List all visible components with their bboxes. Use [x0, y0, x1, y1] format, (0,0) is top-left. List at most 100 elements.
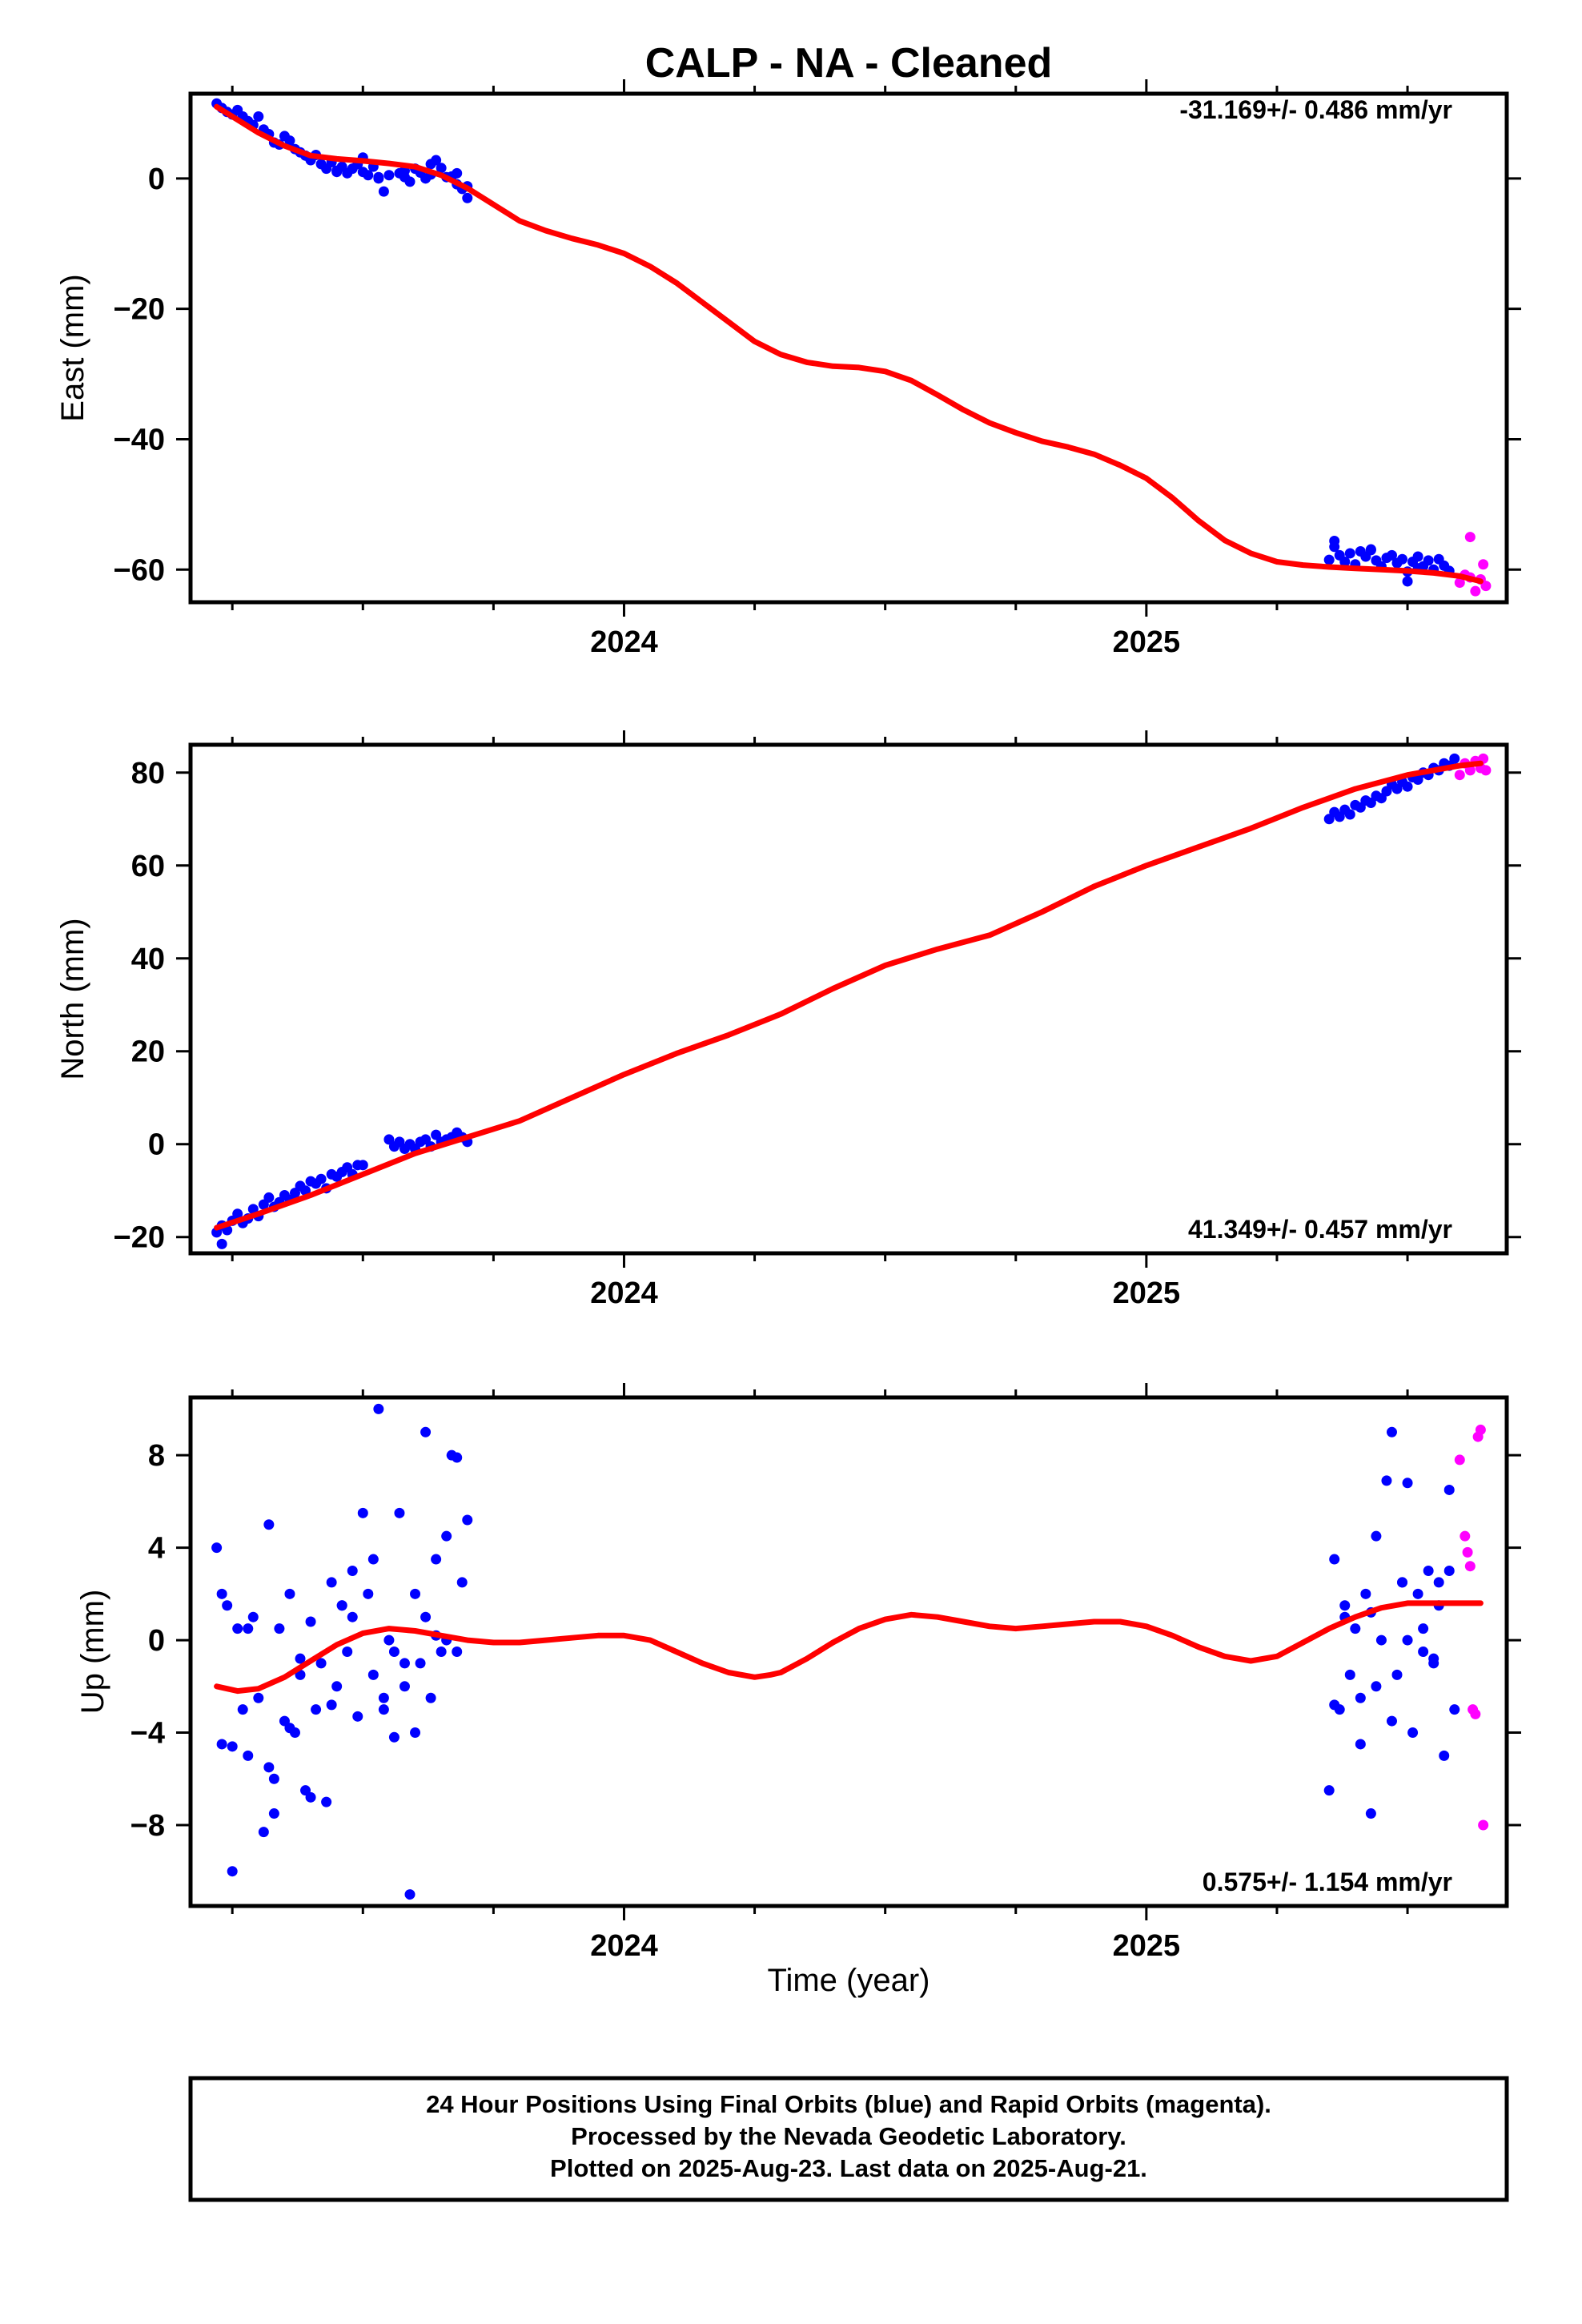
final-orbit-point [258, 1827, 269, 1838]
rapid-orbit-point [1478, 559, 1489, 570]
final-orbit-point [462, 1514, 473, 1526]
rapid-orbit-point [1454, 1454, 1465, 1466]
final-orbit-point [1339, 1600, 1351, 1611]
final-orbit-point [399, 1658, 410, 1669]
x-tick-label: 2024 [590, 1929, 658, 1963]
final-orbit-point [425, 159, 436, 170]
y-tick-label: 40 [131, 943, 165, 976]
y-tick-label: −4 [130, 1717, 165, 1751]
final-orbit-point [410, 1727, 421, 1739]
final-orbit-point [1402, 1634, 1413, 1646]
final-orbit-point [363, 1588, 374, 1599]
final-orbit-point [431, 1554, 442, 1565]
final-orbit-point [367, 1554, 379, 1565]
footer-line-3: Plotted on 2025-Aug-23. Last data on 202… [550, 2154, 1147, 2182]
plot-area [211, 1403, 1489, 1900]
final-orbit-point [216, 1739, 227, 1750]
x-tick-label: 2024 [590, 625, 658, 659]
final-orbit-point [1386, 1715, 1397, 1727]
final-orbit-point [253, 1692, 264, 1703]
final-orbit-point [305, 1616, 316, 1627]
y-tick-label: 80 [131, 757, 165, 790]
final-orbit-point [1371, 1530, 1382, 1542]
final-orbit-point [1443, 1565, 1455, 1576]
final-orbit-point [311, 1704, 322, 1715]
final-orbit-point [1412, 1588, 1423, 1599]
final-orbit-point [243, 1750, 254, 1761]
final-orbit-point [1439, 1750, 1450, 1761]
y-axis-label: North (mm) [55, 918, 90, 1080]
final-orbit-point [1423, 555, 1434, 566]
final-orbit-point [383, 1634, 395, 1646]
final-orbit-point [295, 1653, 306, 1664]
final-orbit-point [232, 1208, 243, 1220]
final-orbit-point [404, 1889, 416, 1900]
final-orbit-point [1391, 1669, 1403, 1680]
footer-border [188, 2076, 1509, 2202]
final-orbit-point [1407, 1727, 1419, 1739]
plot-frame [188, 91, 1509, 605]
rapid-orbit-point [1464, 532, 1476, 543]
y-tick-label: −8 [130, 1809, 165, 1843]
model-fit-line [214, 1600, 1484, 1695]
final-orbit-point [383, 170, 395, 181]
final-orbit-point [1402, 1478, 1413, 1489]
final-orbit-point [253, 111, 264, 122]
plot-frame [188, 1395, 1509, 1908]
footer-line-2: Processed by the Nevada Geodetic Laborat… [571, 2122, 1126, 2150]
final-orbit-point [1355, 1739, 1366, 1750]
y-tick-label: 4 [148, 1532, 165, 1566]
final-orbit-point [373, 173, 384, 184]
final-orbit-point [456, 1577, 468, 1588]
final-orbit-point [1397, 1577, 1408, 1588]
plot-area [211, 98, 1492, 597]
final-orbit-point [1365, 544, 1376, 555]
x-axis-label: Time (year) [768, 1963, 930, 1998]
rapid-orbit-point [1480, 581, 1492, 592]
final-orbit-point [1418, 1647, 1429, 1657]
final-orbit-point [1355, 1692, 1366, 1703]
final-orbit-point [1386, 1426, 1397, 1437]
final-orbit-point [378, 186, 389, 197]
rate-annotation: 0.575+/- 1.154 mm/yr [1203, 1868, 1452, 1896]
final-orbit-point [1433, 1577, 1444, 1588]
final-orbit-point [227, 1866, 238, 1877]
final-orbit-point [274, 1623, 285, 1634]
final-orbit-point [216, 1238, 227, 1249]
east-panel: 0 −20 −40 −60 2024 2025 East (mm) -31.169+/- 0.… [55, 79, 1521, 659]
final-orbit-point [436, 1647, 447, 1657]
y-tick-label: 0 [148, 163, 165, 196]
final-orbit-point [1339, 557, 1351, 568]
final-orbit-point [211, 1542, 223, 1554]
final-orbit-point [1360, 1588, 1371, 1599]
rapid-orbit-point [1478, 1819, 1489, 1831]
final-orbit-point [452, 1452, 463, 1463]
final-orbit-point [326, 1577, 337, 1588]
final-orbit-point [1412, 551, 1423, 562]
final-orbit-point [321, 1796, 332, 1807]
final-orbit-point [342, 1647, 353, 1657]
rapid-orbit-point [1464, 765, 1476, 776]
final-orbit-point [1443, 1484, 1455, 1495]
y-tick-label: −60 [114, 553, 165, 587]
final-orbit-point [441, 1530, 452, 1542]
final-orbit-point [1329, 1699, 1340, 1711]
final-orbit-point [268, 1773, 279, 1784]
plot-area [211, 753, 1492, 1249]
final-orbit-point [1371, 1681, 1382, 1692]
final-orbit-point [357, 1507, 368, 1518]
chart-title: CALP - NA - Cleaned [645, 40, 1053, 86]
final-orbit-point [1402, 781, 1413, 792]
rapid-orbit-point [1464, 1561, 1476, 1572]
final-orbit-point [1329, 1554, 1340, 1565]
final-orbit-point [1418, 1623, 1429, 1634]
final-orbit-point [394, 1507, 405, 1518]
y-tick-label: 0 [148, 1128, 165, 1162]
model-fit-line [214, 760, 1484, 1231]
model-fit-line [214, 103, 1484, 585]
final-orbit-point [263, 1762, 275, 1773]
final-orbit-point [247, 1611, 259, 1622]
final-orbit-point [222, 1600, 233, 1611]
final-orbit-point [352, 1711, 363, 1722]
